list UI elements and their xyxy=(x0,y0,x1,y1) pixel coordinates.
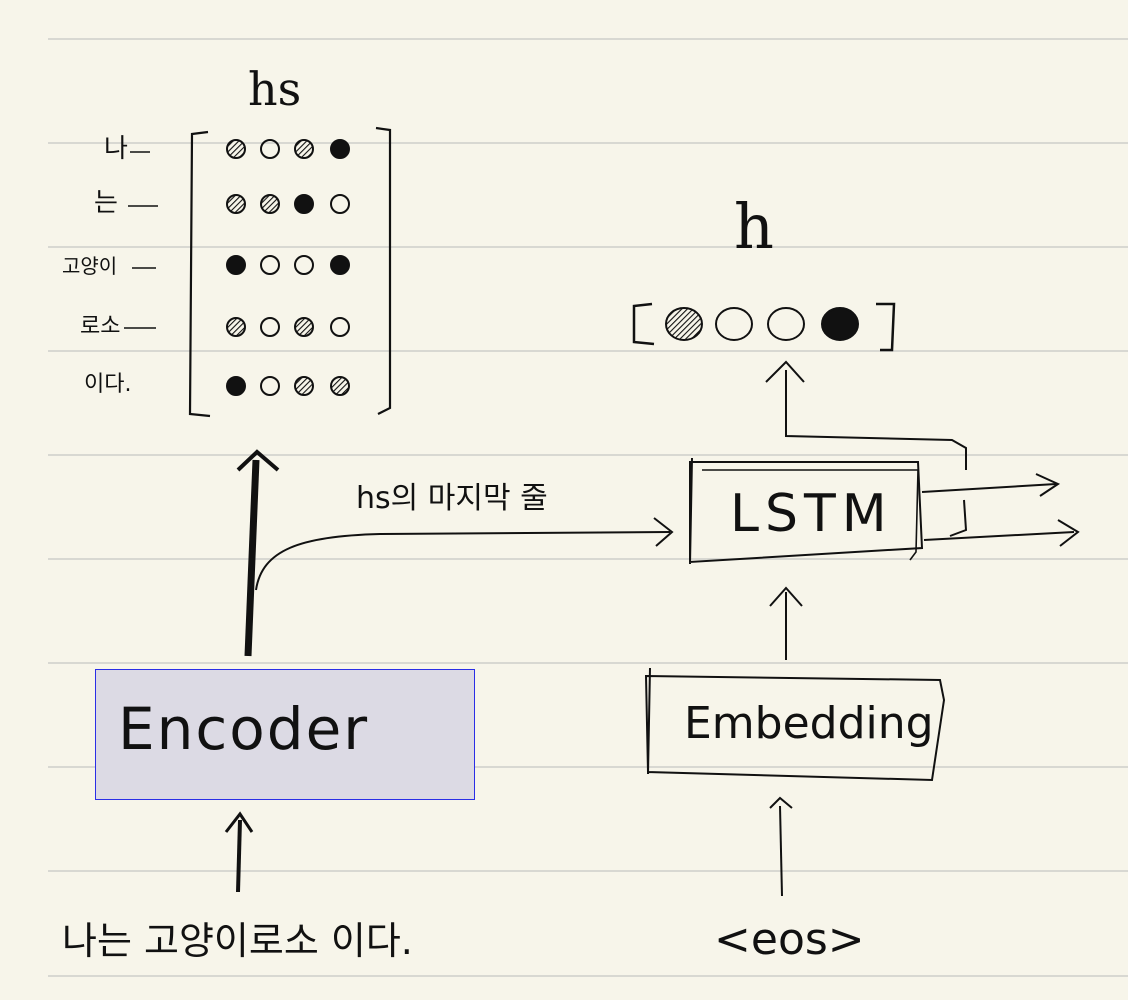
encoder-input-text: 나는 고양이로소 이다. xyxy=(62,919,413,963)
matrix-cell xyxy=(330,194,350,214)
matrix-row-label: 이다. xyxy=(84,372,132,397)
vector-cell xyxy=(715,307,753,341)
ruled-line xyxy=(48,38,1128,40)
matrix-cell xyxy=(260,194,280,214)
matrix-bracket-left xyxy=(188,130,211,418)
embedding-label: Embedding xyxy=(684,698,934,749)
vector-bracket-left xyxy=(632,302,655,346)
matrix-leaders xyxy=(124,151,158,329)
ruled-line xyxy=(48,454,1128,456)
eos-to-embedding-arrowhead xyxy=(769,796,793,809)
ruled-line xyxy=(48,870,1128,872)
ruled-line xyxy=(48,246,1128,248)
matrix-cell xyxy=(330,376,350,396)
matrix-cell xyxy=(330,139,350,159)
lstm-box xyxy=(689,457,924,565)
embedding-to-lstm-arrowhead xyxy=(769,586,803,607)
ruled-line xyxy=(48,766,1128,768)
lstm-output-arrowhead-2 xyxy=(1057,519,1080,547)
matrix-cell xyxy=(260,317,280,337)
matrix-cell xyxy=(294,376,314,396)
vector-title: h xyxy=(734,190,774,263)
vector-cell xyxy=(821,307,859,341)
matrix-cell xyxy=(260,139,280,159)
input-to-encoder-arrow xyxy=(236,819,242,893)
encoder-to-hs-arrow xyxy=(244,459,260,657)
vector-bracket-right xyxy=(876,302,896,352)
matrix-cell xyxy=(226,139,246,159)
matrix-cell xyxy=(260,376,280,396)
lstm-to-h-arrow xyxy=(785,370,967,470)
vector-cell xyxy=(665,307,703,341)
lstm-output-arrow-2 xyxy=(923,531,1075,541)
encoder-to-hs-arrowhead xyxy=(236,449,280,472)
matrix-cell xyxy=(226,317,246,337)
ruled-line xyxy=(48,975,1128,977)
matrix-row-label: 로소 xyxy=(80,314,121,339)
matrix-cell xyxy=(294,255,314,275)
lstm-label: LSTM xyxy=(730,484,893,544)
lstm-box-shadow xyxy=(702,469,919,561)
matrix-row-label: 는 xyxy=(94,188,118,218)
matrix-cell xyxy=(294,139,314,159)
eos-to-embedding-arrow xyxy=(779,805,783,897)
matrix-cell xyxy=(330,317,350,337)
hs-to-lstm-arrowhead xyxy=(653,517,674,547)
matrix-cell xyxy=(294,194,314,214)
lstm-output-bracket xyxy=(949,499,968,537)
encoder-label: Encoder xyxy=(118,695,370,763)
input-to-encoder-arrowhead xyxy=(224,811,254,833)
matrix-bracket-right xyxy=(375,126,392,415)
lstm-to-h-arrowhead xyxy=(765,360,805,383)
matrix-cell xyxy=(226,376,246,396)
matrix-cell xyxy=(260,255,280,275)
arrow-label: hs의 마지막 줄 xyxy=(356,481,548,516)
ruled-line xyxy=(48,558,1128,560)
ruled-line xyxy=(48,142,1128,144)
encoder-box xyxy=(95,669,475,800)
matrix-row-label: 나 xyxy=(104,134,128,164)
matrix-cell xyxy=(294,317,314,337)
vector-cell xyxy=(767,307,805,341)
matrix-row-label: 고양이 xyxy=(62,254,118,278)
matrix-cell xyxy=(330,255,350,275)
ruled-line xyxy=(48,350,1128,352)
embedding-box xyxy=(644,667,946,782)
matrix-title: hs xyxy=(248,62,302,116)
matrix-cells xyxy=(226,139,350,396)
hs-to-lstm-arrow xyxy=(255,531,671,591)
vector-cells xyxy=(665,307,859,341)
matrix-cell xyxy=(226,194,246,214)
decoder-input-text: <eos> xyxy=(714,914,865,965)
lstm-output-arrowhead-1 xyxy=(1035,473,1061,497)
ruled-line xyxy=(48,662,1128,664)
lstm-output-arrow-1 xyxy=(921,483,1057,493)
matrix-cell xyxy=(226,255,246,275)
